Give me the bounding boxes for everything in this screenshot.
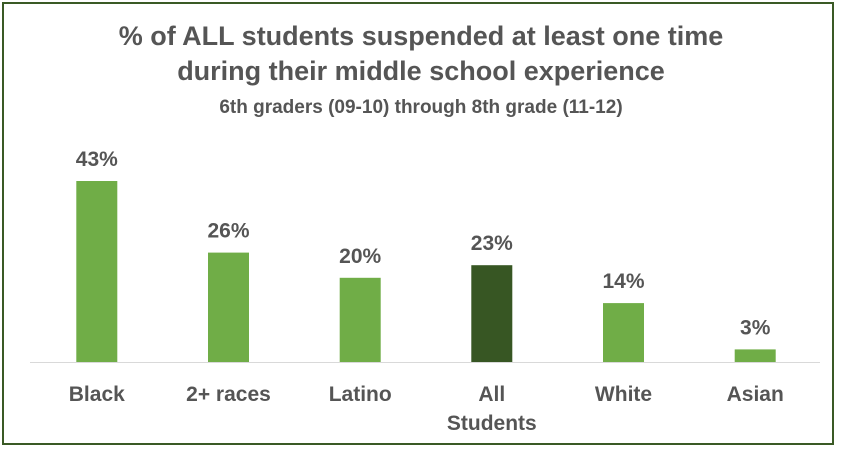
value-label: 26% <box>207 220 249 243</box>
category-label-line: Students <box>447 412 537 435</box>
category-label: 2+ races <box>186 383 271 406</box>
bar-all-students <box>471 265 513 362</box>
bar-2-races <box>208 252 249 362</box>
category-label: White <box>595 383 652 406</box>
value-label: 43% <box>76 148 118 171</box>
category-label: All Students <box>447 383 537 435</box>
bar-black <box>76 181 118 362</box>
category-label-line: All <box>478 383 505 406</box>
category-label-line: Black <box>69 383 125 406</box>
bar-latino <box>339 277 381 362</box>
chart-subtitle: 6th graders (09-10) through 8th grade (1… <box>219 97 623 118</box>
value-label: 20% <box>339 245 381 268</box>
category-label-line: Asian <box>727 383 784 406</box>
value-label: 14% <box>602 270 644 293</box>
category-label: Black <box>69 383 125 406</box>
chart-title-line-1: % of ALL students suspended at least one… <box>118 21 724 51</box>
value-label: 3% <box>740 316 771 339</box>
category-label-line: 2+ races <box>186 383 271 406</box>
bars-group <box>76 181 776 362</box>
chart-frame <box>2 2 834 445</box>
category-labels-group: Black 2+ races Latino All Students White Asian <box>69 383 784 435</box>
category-label-line: Latino <box>329 383 392 406</box>
category-label: Latino <box>329 383 392 406</box>
value-labels-group: 43% 26% 20% 23% 14% 3% <box>76 148 771 339</box>
bar-white <box>603 303 644 362</box>
category-label-line: White <box>595 383 652 406</box>
chart-title-line-2: during their middle school experience <box>177 56 665 86</box>
category-label: Asian <box>727 383 784 406</box>
bar-asian <box>734 349 776 362</box>
value-label: 23% <box>471 232 513 255</box>
